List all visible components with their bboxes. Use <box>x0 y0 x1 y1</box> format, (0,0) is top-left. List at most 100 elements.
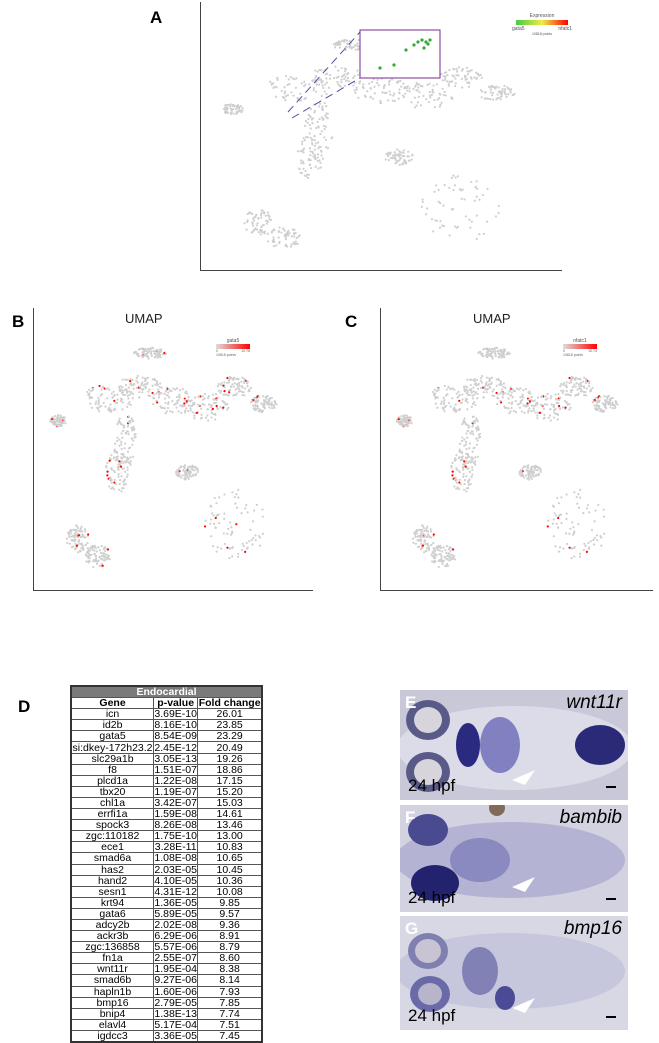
umap-point <box>268 403 271 406</box>
umap-point <box>88 397 91 400</box>
umap-point <box>244 550 247 553</box>
umap-point <box>337 83 340 86</box>
umap-point <box>401 424 405 427</box>
table-row: smad6b 9.27E-06 8.14 <box>70 974 263 987</box>
umap-point <box>299 150 302 153</box>
umap-point <box>211 545 215 548</box>
umap-point <box>426 533 430 536</box>
umap-point <box>511 396 514 399</box>
umap-point <box>116 436 119 439</box>
umap-point <box>569 389 573 392</box>
umap-point <box>462 419 466 423</box>
umap-point <box>556 526 560 529</box>
umap-point <box>98 549 102 552</box>
umap-point <box>453 558 457 561</box>
umap-point <box>164 390 167 393</box>
umap-point <box>208 403 211 406</box>
umap-point <box>123 460 126 463</box>
umap-point <box>110 454 113 457</box>
cell-gene: ackr3b <box>70 930 155 943</box>
umap-point <box>214 526 217 529</box>
umap-point <box>120 443 123 446</box>
umap-point <box>579 382 582 385</box>
umap-point <box>478 436 481 439</box>
umap-point <box>421 85 424 88</box>
umap-point <box>575 495 578 499</box>
umap-point <box>152 396 155 399</box>
umap-point <box>463 389 466 392</box>
umap-point <box>135 379 138 382</box>
umap-point <box>473 421 476 424</box>
umap-point <box>432 547 435 550</box>
umap-point <box>414 533 417 536</box>
umap-point <box>503 356 506 359</box>
umap-point <box>232 112 235 115</box>
umap-point <box>356 42 359 45</box>
umap-point <box>403 414 406 417</box>
umap-point <box>482 348 485 351</box>
umap-point <box>125 457 129 461</box>
umap-point <box>113 481 116 484</box>
umap-point <box>97 546 100 549</box>
umap-point <box>312 155 315 158</box>
embryo-image-e <box>400 690 628 800</box>
umap-point <box>521 398 524 402</box>
umap-point <box>565 512 568 515</box>
umap-point <box>390 78 394 81</box>
umap-point <box>564 393 567 396</box>
umap-point <box>70 539 73 542</box>
table-row: sesn1 4.31E-12 10.08 <box>70 885 263 898</box>
umap-point <box>252 520 255 523</box>
cell-p-value: 1.75E-10 <box>153 830 199 843</box>
umap-point <box>266 211 270 214</box>
umap-point <box>159 405 162 408</box>
umap-point <box>154 383 157 386</box>
umap-point <box>536 414 539 417</box>
table-row: adcy2b 2.02E-08 9.36 <box>70 918 263 932</box>
umap-point <box>316 156 319 159</box>
umap-point <box>157 396 161 399</box>
umap-point <box>557 401 560 405</box>
umap-point <box>157 388 160 391</box>
umap-point <box>424 549 428 552</box>
umap-point <box>590 528 594 531</box>
umap-point <box>434 392 437 395</box>
umap-point <box>344 75 347 79</box>
umap-point <box>124 432 128 435</box>
umap-point <box>519 395 522 399</box>
umap-point <box>496 97 499 100</box>
umap-point <box>574 376 578 380</box>
umap-point <box>223 390 226 393</box>
umap-point <box>263 230 266 233</box>
umap-point <box>447 82 450 85</box>
umap-point <box>320 94 323 98</box>
umap-point <box>405 86 408 90</box>
umap-point <box>435 184 438 187</box>
umap-point <box>465 77 468 80</box>
axis-x-c <box>380 590 653 591</box>
legend-c: nfatc1 0 10.74 10818 points <box>563 338 597 357</box>
umap-point <box>213 496 216 500</box>
umap-point <box>321 84 324 87</box>
umap-point <box>452 67 455 71</box>
umap-point <box>437 188 440 191</box>
umap-point <box>471 466 474 469</box>
umap-point <box>248 540 251 543</box>
umap-point <box>164 401 167 405</box>
umap-point <box>533 475 536 478</box>
umap-point <box>524 474 528 477</box>
umap-point <box>283 92 286 95</box>
umap-point <box>191 468 194 471</box>
cell-gene: zgc:110182 <box>70 830 155 843</box>
umap-point <box>112 390 115 394</box>
umap-point <box>389 93 392 96</box>
umap-point <box>81 547 84 550</box>
umap-point <box>450 208 453 211</box>
umap-point <box>118 419 121 423</box>
umap-point <box>241 393 244 397</box>
umap-point <box>465 398 469 401</box>
umap-point <box>229 112 232 116</box>
umap-point <box>229 533 233 536</box>
table-row: gata5 8.54E-09 23.29 <box>70 730 263 743</box>
umap-point <box>49 420 52 423</box>
